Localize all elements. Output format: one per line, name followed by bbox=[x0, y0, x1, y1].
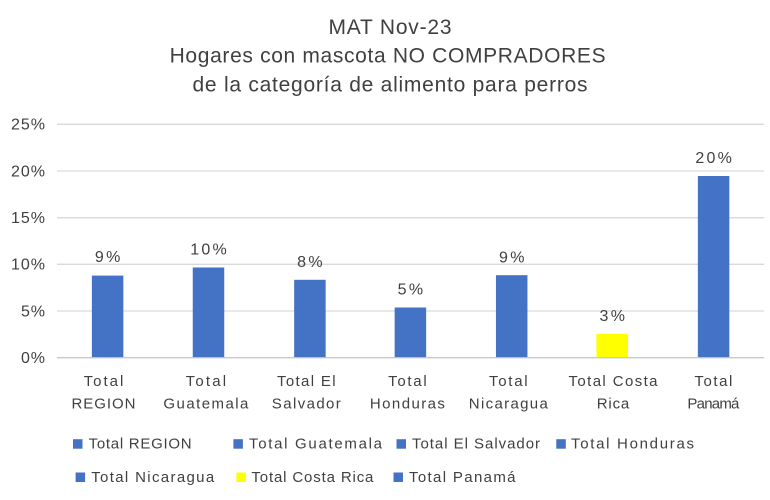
svg-text:Total Honduras: Total Honduras bbox=[571, 436, 694, 453]
svg-text:Panamá: Panamá bbox=[687, 395, 740, 412]
svg-text:15%: 15% bbox=[11, 210, 45, 227]
svg-text:5%: 5% bbox=[21, 303, 45, 320]
svg-text:Total El Salvador: Total El Salvador bbox=[412, 436, 540, 453]
svg-text:0%: 0% bbox=[21, 350, 45, 367]
svg-text:Hogares con mascota NO COMPRAD: Hogares con mascota NO COMPRADORES bbox=[170, 45, 606, 68]
svg-text:Total: Total bbox=[186, 373, 226, 390]
svg-text:Total: Total bbox=[695, 373, 733, 390]
svg-text:25%: 25% bbox=[11, 117, 45, 134]
svg-text:10%: 10% bbox=[11, 257, 45, 274]
svg-text:10%: 10% bbox=[190, 242, 227, 259]
svg-text:Total: Total bbox=[84, 373, 124, 390]
svg-text:Honduras: Honduras bbox=[370, 395, 445, 412]
svg-text:Total: Total bbox=[489, 373, 528, 390]
svg-text:Total: Total bbox=[388, 373, 427, 390]
svg-text:9%: 9% bbox=[95, 249, 121, 266]
svg-text:Total Costa: Total Costa bbox=[569, 373, 659, 390]
svg-text:Guatemala: Guatemala bbox=[163, 395, 249, 412]
svg-text:9%: 9% bbox=[499, 249, 525, 266]
svg-text:REGION: REGION bbox=[72, 395, 136, 412]
svg-text:20%: 20% bbox=[11, 163, 45, 180]
svg-text:Rica: Rica bbox=[597, 395, 630, 412]
svg-text:de la categoría de alimento pa: de la categoría de alimento para perros bbox=[193, 73, 588, 96]
svg-text:Total Costa Rica: Total Costa Rica bbox=[251, 469, 374, 486]
svg-text:5%: 5% bbox=[398, 282, 424, 299]
svg-text:Total Panamá: Total Panamá bbox=[409, 469, 516, 486]
svg-text:Total Nicaragua: Total Nicaragua bbox=[91, 469, 215, 486]
svg-text:Total REGION: Total REGION bbox=[89, 436, 192, 453]
svg-text:Nicaragua: Nicaragua bbox=[469, 395, 549, 412]
svg-text:MAT Nov-23: MAT Nov-23 bbox=[329, 16, 452, 39]
svg-text:3%: 3% bbox=[599, 308, 625, 325]
svg-text:8%: 8% bbox=[297, 254, 323, 271]
svg-text:Salvador: Salvador bbox=[272, 395, 341, 412]
svg-text:Total El: Total El bbox=[277, 373, 336, 390]
svg-text:20%: 20% bbox=[695, 150, 732, 167]
svg-text:Total Guatemala: Total Guatemala bbox=[249, 436, 383, 453]
